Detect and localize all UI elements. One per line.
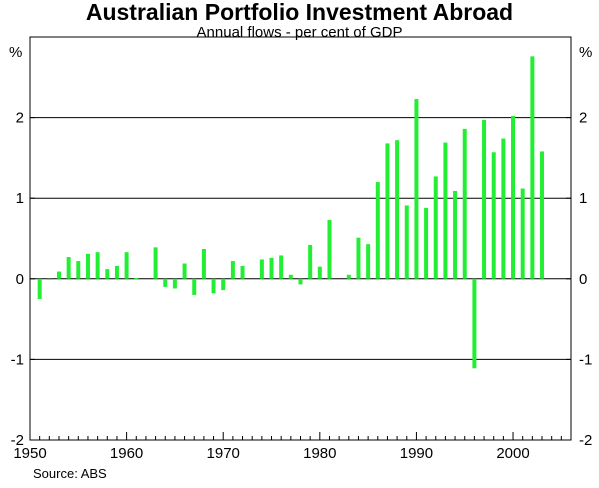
y-tick-label-left: 2 xyxy=(16,110,24,127)
chart-title: Australian Portfolio Investment Abroad xyxy=(85,0,514,25)
bar-1990 xyxy=(414,99,419,279)
bar-1971 xyxy=(230,261,235,279)
bar-1980 xyxy=(317,266,322,279)
bar-1998 xyxy=(491,152,496,279)
bar-1978 xyxy=(298,278,303,285)
bar-1966 xyxy=(182,263,187,279)
y-tick-label-left: -1 xyxy=(11,351,24,368)
bar-2003 xyxy=(540,151,545,279)
bars xyxy=(37,56,545,369)
bar-2001 xyxy=(520,188,525,279)
x-tick-label: 2000 xyxy=(496,445,529,462)
bar-1960 xyxy=(124,252,129,279)
bar-1963 xyxy=(153,247,158,279)
bar-1987 xyxy=(385,143,390,279)
bar-1983 xyxy=(346,274,351,279)
source-note: Source: ABS xyxy=(33,466,107,481)
bar-1991 xyxy=(424,207,429,279)
bar-1993 xyxy=(443,142,448,279)
bar-1995 xyxy=(462,128,467,279)
y-tick-label-left: -2 xyxy=(11,432,24,449)
gridlines xyxy=(30,117,571,360)
bar-1981 xyxy=(327,219,332,279)
bar-1958 xyxy=(105,269,110,279)
bar-1968 xyxy=(201,248,206,279)
bar-1967 xyxy=(192,278,197,295)
x-tick-label: 1970 xyxy=(207,445,240,462)
bar-1961 xyxy=(134,277,139,279)
bar-1986 xyxy=(375,182,380,279)
bar-1964 xyxy=(163,278,168,287)
ticks xyxy=(29,117,572,441)
y-tick-label-right: -2 xyxy=(579,432,592,449)
bar-1997 xyxy=(482,120,487,279)
bar-1999 xyxy=(501,138,506,279)
bar-1996 xyxy=(472,278,477,369)
y-axis-unit-left: % xyxy=(9,44,22,61)
bar-2002 xyxy=(530,56,535,279)
bar-1989 xyxy=(404,205,409,279)
bar-1988 xyxy=(395,140,400,279)
x-tick-label: 1950 xyxy=(13,445,46,462)
bar-1959 xyxy=(114,265,119,279)
bar-1957 xyxy=(95,252,100,279)
bar-1955 xyxy=(76,261,81,279)
y-tick-label-left: 1 xyxy=(16,190,24,207)
bar-1965 xyxy=(172,278,177,289)
bar-1976 xyxy=(279,255,284,279)
bar-1969 xyxy=(211,278,216,294)
bar-1992 xyxy=(433,176,438,279)
y-tick-label-right: 2 xyxy=(579,110,587,127)
bar-1985 xyxy=(366,244,371,279)
y-tick-label-right: -1 xyxy=(579,351,592,368)
plot-frame xyxy=(29,36,572,441)
bar-2000 xyxy=(511,115,516,279)
tick-labels: -2 -2 -1 -1 0 0 1 1 2 2 1950 1960 1970 1980 1990 2000 xyxy=(11,110,593,462)
x-tick-label: 1980 xyxy=(303,445,336,462)
y-tick-label-right: 1 xyxy=(579,190,587,207)
x-tick-label: 1960 xyxy=(110,445,143,462)
y-axis-unit-right: % xyxy=(579,44,592,61)
bar-1984 xyxy=(356,237,361,279)
bar-1977 xyxy=(288,274,293,279)
bar-1975 xyxy=(269,257,274,279)
bar-1951 xyxy=(37,278,42,299)
bar-1994 xyxy=(453,190,458,279)
y-tick-label-right: 0 xyxy=(579,271,587,288)
bar-1954 xyxy=(66,257,71,279)
bar-1979 xyxy=(308,244,313,279)
bar-1952 xyxy=(47,278,52,280)
x-tick-label: 1990 xyxy=(400,445,433,462)
bar-1953 xyxy=(56,271,61,279)
bar-1972 xyxy=(240,265,245,279)
bar-1956 xyxy=(85,253,90,279)
bar-1974 xyxy=(259,259,264,279)
bar-1970 xyxy=(221,278,226,291)
y-tick-label-left: 0 xyxy=(16,271,24,288)
